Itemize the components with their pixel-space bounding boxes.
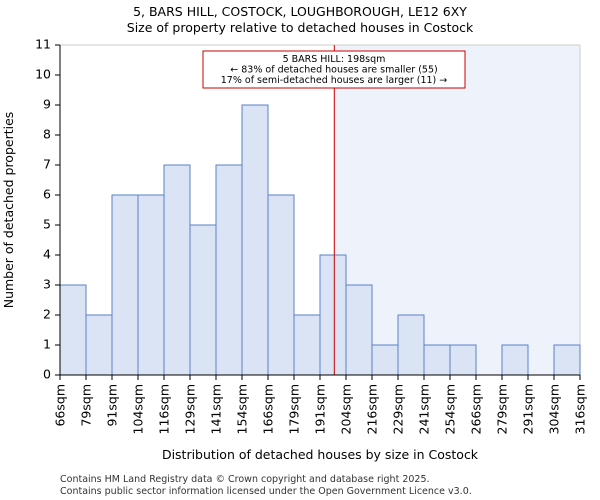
- x-tick-label: 154sqm: [235, 384, 250, 434]
- x-tick-label: 229sqm: [391, 384, 406, 434]
- chart-title: 5, BARS HILL, COSTOCK, LOUGHBOROUGH, LE1…: [133, 4, 467, 19]
- annotation-line-1: 5 BARS HILL: 198sqm: [283, 54, 386, 65]
- x-tick-label: 91sqm: [105, 384, 120, 427]
- x-tick-label: 79sqm: [79, 384, 94, 427]
- footer-line-2: Contains public sector information licen…: [60, 486, 472, 497]
- bar-8: [267, 194, 295, 376]
- bar-4: [163, 164, 191, 376]
- y-tick-label: 3: [43, 277, 51, 292]
- bar-3: [137, 194, 165, 376]
- x-tick-label: 254sqm: [443, 384, 458, 434]
- y-tick-label: 10: [35, 67, 51, 82]
- y-axis-label: Number of detached properties: [1, 112, 16, 309]
- bar-11: [345, 284, 373, 376]
- larger-than-subject-shade: [334, 45, 580, 375]
- bar-5: [189, 224, 217, 376]
- x-tick-label: 204sqm: [339, 384, 354, 434]
- x-tick-label: 216sqm: [365, 384, 380, 434]
- bar-13: [397, 314, 425, 376]
- x-tick-label: 304sqm: [547, 384, 562, 434]
- y-tick-label: 0: [43, 367, 51, 382]
- x-tick-label: 266sqm: [469, 384, 484, 434]
- bar-1: [85, 314, 113, 376]
- x-tick-label: 104sqm: [131, 384, 146, 434]
- bar-14: [423, 344, 451, 376]
- x-tick-label: 191sqm: [313, 384, 328, 434]
- bar-10: [319, 254, 347, 376]
- annotation-box: [202, 50, 466, 89]
- x-tick-label: 66sqm: [53, 384, 68, 427]
- chart-subtitle: Size of property relative to detached ho…: [127, 20, 474, 35]
- bars-group: [59, 104, 581, 376]
- y-axis: 0 1 2 3 4 5 6 7 8 9 10 11: [35, 37, 61, 382]
- x-tick-label: 241sqm: [417, 384, 432, 434]
- x-tick-label: 316sqm: [573, 384, 588, 434]
- y-tick-label: 6: [43, 187, 51, 202]
- y-tick-label: 5: [43, 217, 51, 232]
- bar-6: [215, 164, 243, 376]
- footer-line-1: Contains HM Land Registry data © Crown c…: [60, 474, 430, 485]
- x-axis-label: Distribution of detached houses by size …: [162, 447, 479, 462]
- bar-19: [553, 344, 581, 376]
- y-tick-label: 2: [43, 307, 51, 322]
- x-tick-label: 291sqm: [521, 384, 536, 434]
- bar-9: [293, 314, 321, 376]
- bar-7: [241, 104, 269, 376]
- y-tick-label: 7: [43, 157, 51, 172]
- y-tick-label: 11: [35, 37, 51, 52]
- bar-17: [501, 344, 529, 376]
- x-tick-label: 166sqm: [261, 384, 276, 434]
- y-tick-label: 8: [43, 127, 51, 142]
- y-tick-label: 9: [43, 97, 51, 112]
- y-tick-label: 1: [43, 337, 51, 352]
- annotation-line-3: 17% of semi-detached houses are larger (…: [221, 75, 448, 86]
- x-tick-label: 116sqm: [157, 384, 172, 434]
- bar-0: [59, 284, 87, 376]
- bar-15: [449, 344, 477, 376]
- x-tick-label: 279sqm: [495, 384, 510, 434]
- x-tick-label: 129sqm: [183, 384, 198, 434]
- bar-2: [111, 194, 139, 376]
- x-axis: 66sqm 79sqm 91sqm 104sqm 116sqm 129sqm 141sqm 1…: [53, 374, 588, 434]
- y-tick-label: 4: [43, 247, 51, 262]
- bar-12: [371, 344, 399, 376]
- x-tick-label: 179sqm: [287, 384, 302, 434]
- annotation-line-2: ← 83% of detached houses are smaller (55…: [230, 65, 437, 76]
- x-tick-label: 141sqm: [209, 384, 224, 434]
